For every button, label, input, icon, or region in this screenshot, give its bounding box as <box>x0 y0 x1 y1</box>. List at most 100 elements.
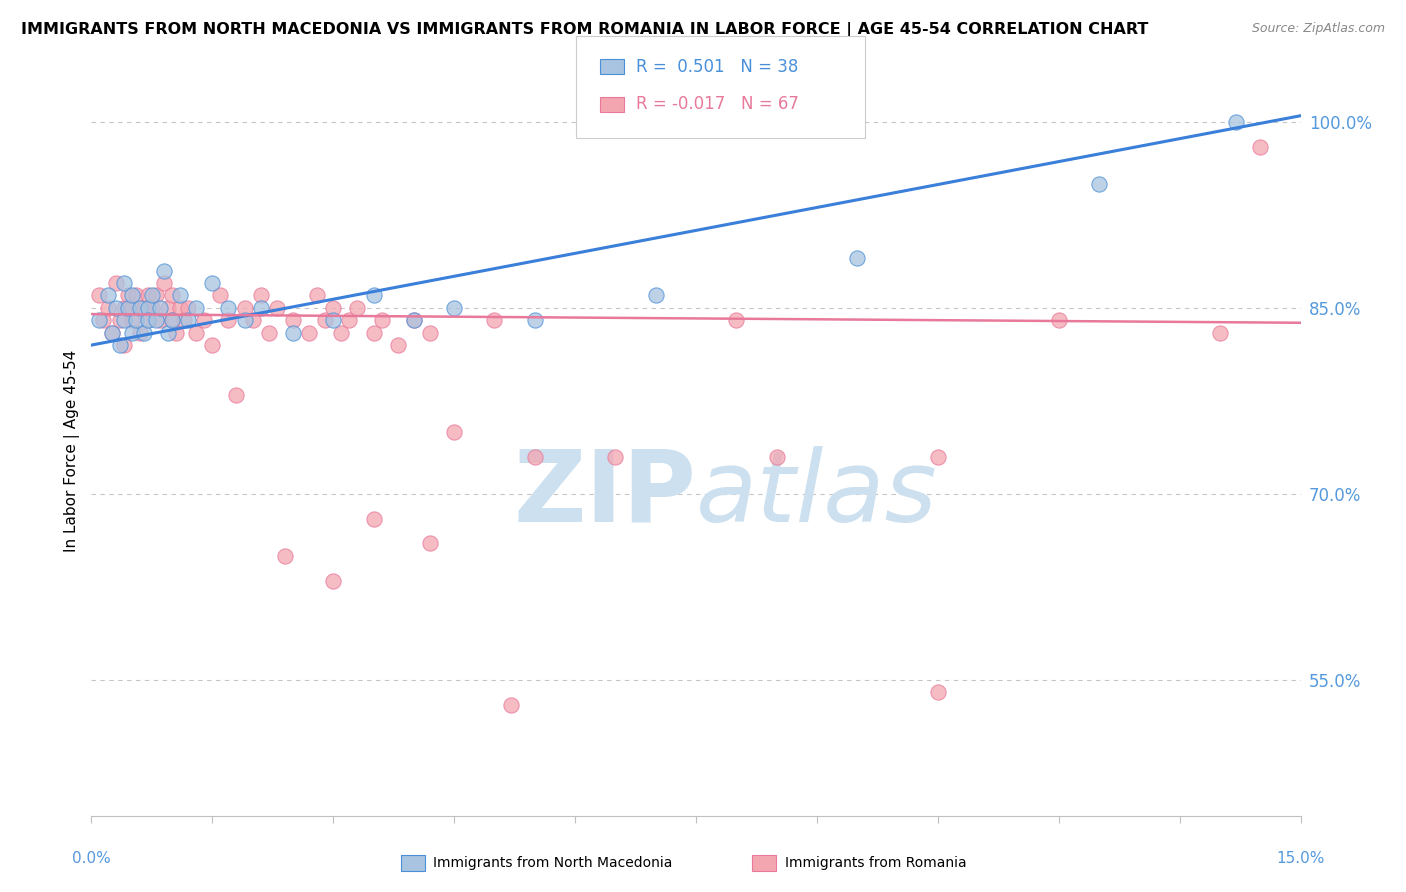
Point <box>402 313 425 327</box>
Point <box>1225 115 1247 129</box>
Point <box>112 276 135 290</box>
Point <box>112 301 135 315</box>
Point <box>93 313 115 327</box>
Point <box>370 313 392 327</box>
Point <box>104 301 127 315</box>
Point <box>233 313 256 327</box>
Point <box>499 698 522 712</box>
Point <box>257 326 280 340</box>
Point <box>149 301 172 315</box>
Point <box>330 326 353 340</box>
Point <box>177 301 200 315</box>
Point <box>266 301 288 315</box>
Point <box>523 313 546 327</box>
Point <box>121 326 143 340</box>
Point <box>132 301 155 315</box>
Point <box>1209 326 1232 340</box>
Point <box>160 313 183 327</box>
Point <box>1047 313 1070 327</box>
Point <box>128 326 150 340</box>
Point <box>363 511 385 525</box>
Point <box>96 301 118 315</box>
Point <box>249 301 271 315</box>
Point <box>201 338 224 352</box>
Point <box>121 288 143 302</box>
Point <box>145 288 167 302</box>
Point <box>363 288 385 302</box>
Point <box>156 326 179 340</box>
Point <box>193 313 215 327</box>
Point <box>249 288 271 302</box>
Point <box>419 536 441 550</box>
Point <box>274 549 297 563</box>
Point <box>605 450 627 464</box>
Point <box>121 301 143 315</box>
Point <box>149 313 172 327</box>
Point <box>346 301 368 315</box>
Point <box>89 288 111 302</box>
Text: ZIP: ZIP <box>513 446 696 543</box>
Point <box>443 425 465 439</box>
Point <box>363 326 385 340</box>
Text: Immigrants from North Macedonia: Immigrants from North Macedonia <box>433 855 672 870</box>
Point <box>242 313 264 327</box>
Point <box>153 263 176 277</box>
Point <box>337 313 360 327</box>
Point <box>169 288 191 302</box>
Point <box>136 288 159 302</box>
Point <box>177 313 200 327</box>
Point <box>186 301 208 315</box>
Point <box>217 313 239 327</box>
Point <box>108 313 131 327</box>
Point <box>156 301 179 315</box>
Point <box>112 313 135 327</box>
Point <box>1249 139 1271 153</box>
Point <box>145 313 167 327</box>
Point <box>225 387 247 401</box>
Point <box>281 313 304 327</box>
Point <box>725 313 748 327</box>
Point <box>165 326 187 340</box>
Point <box>108 338 131 352</box>
Point <box>136 301 159 315</box>
Point <box>104 276 127 290</box>
Point <box>419 326 441 340</box>
Text: R = -0.017   N = 67: R = -0.017 N = 67 <box>636 95 799 113</box>
Point <box>186 326 208 340</box>
Text: Source: ZipAtlas.com: Source: ZipAtlas.com <box>1251 22 1385 36</box>
Point <box>322 301 344 315</box>
Point <box>765 450 787 464</box>
Point <box>136 313 159 327</box>
Point <box>153 276 176 290</box>
Point <box>169 301 191 315</box>
Point <box>89 313 111 327</box>
Point <box>201 276 224 290</box>
Text: atlas: atlas <box>696 446 938 543</box>
Point <box>484 313 506 327</box>
Point <box>125 288 148 302</box>
Point <box>314 313 336 327</box>
Point <box>132 326 155 340</box>
Point <box>281 326 304 340</box>
Point <box>141 301 163 315</box>
Point <box>173 313 195 327</box>
Text: Immigrants from Romania: Immigrants from Romania <box>785 855 966 870</box>
Point <box>160 288 183 302</box>
Point <box>322 313 344 327</box>
Point <box>117 301 139 315</box>
Point <box>217 301 239 315</box>
Point <box>298 326 321 340</box>
Point <box>128 301 150 315</box>
Text: 15.0%: 15.0% <box>1277 851 1324 866</box>
Point <box>927 685 949 699</box>
Point <box>233 301 256 315</box>
Point <box>100 326 122 340</box>
Point <box>117 288 139 302</box>
Point <box>387 338 409 352</box>
Text: 0.0%: 0.0% <box>72 851 111 866</box>
Point <box>846 252 869 266</box>
Point <box>927 450 949 464</box>
Text: R =  0.501   N = 38: R = 0.501 N = 38 <box>636 58 797 76</box>
Text: IMMIGRANTS FROM NORTH MACEDONIA VS IMMIGRANTS FROM ROMANIA IN LABOR FORCE | AGE : IMMIGRANTS FROM NORTH MACEDONIA VS IMMIG… <box>21 22 1149 38</box>
Point <box>209 288 232 302</box>
